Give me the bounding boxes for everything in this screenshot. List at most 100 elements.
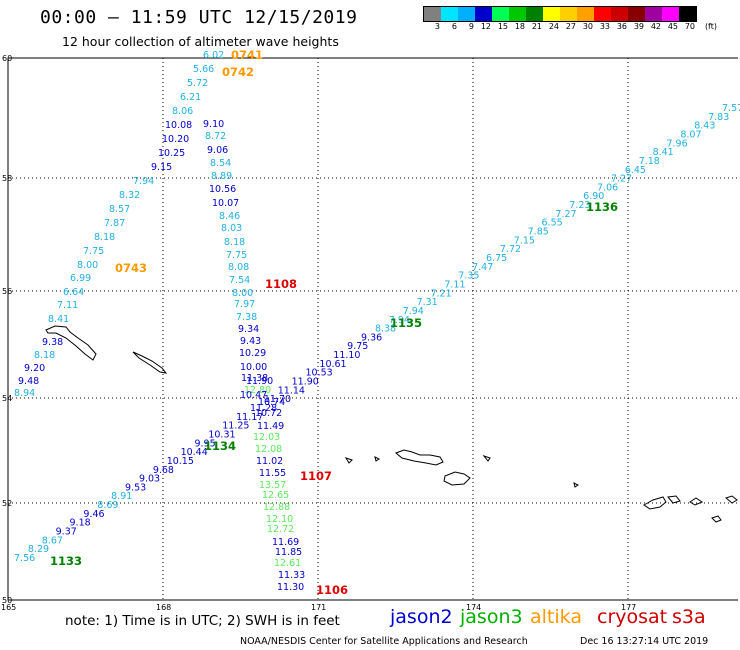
track-jason3-a: 6.02 5.66 5.72 6.21 8.06 10.08 10.20 10.25 9.15 7… (14, 50, 224, 399)
color-scale-tick: 21 (531, 22, 542, 31)
color-swatch (628, 7, 645, 21)
wave-height-value: 11.28 (250, 403, 277, 414)
pass-time-label: 0741 (231, 48, 263, 62)
wave-height-value: 12.61 (274, 558, 301, 569)
color-swatch (458, 7, 475, 21)
wave-height-value: 12.65 (262, 490, 289, 501)
wave-height-value: 11.25 (222, 421, 249, 432)
pass-time-label: 1107 (300, 469, 332, 483)
wave-height-value: 9.75 (347, 341, 368, 352)
color-scale-tick: 42 (650, 22, 661, 31)
wave-height-value: 7.85 (528, 227, 549, 238)
wave-height-value: 8.07 (680, 129, 701, 140)
color-scale-tick: 9 (468, 22, 474, 31)
wave-height-value: 11.30 (277, 582, 304, 593)
pass-time-label: 1134 (204, 439, 236, 453)
wave-height-value: 7.15 (514, 235, 535, 246)
color-swatch (679, 7, 696, 21)
color-scale-tick: 33 (599, 22, 610, 31)
wave-height-value: 9.18 (70, 518, 91, 529)
wave-height-value: 8.32 (119, 190, 140, 201)
color-scale-tick: 30 (582, 22, 593, 31)
wave-height-value: 7.94 (133, 176, 154, 187)
legend-item-altika: altika (530, 606, 582, 628)
wave-height-value: 7.27 (611, 174, 632, 185)
landmass-outline (643, 496, 667, 510)
wave-height-value: 8.00 (77, 260, 98, 271)
color-scale-tick: 12 (480, 22, 491, 31)
wave-height-value: 7.56 (14, 553, 35, 564)
pass-time-label: 1135 (390, 316, 422, 330)
wave-height-value: 11.02 (256, 456, 283, 467)
wave-height-value: 9.68 (153, 465, 174, 476)
wave-height-value: 11.90 (292, 377, 319, 388)
legend-item-s3a: s3a (672, 606, 706, 628)
color-scale-tick: 3 (434, 22, 440, 31)
wave-height-value: 7.72 (500, 244, 521, 255)
lon-tick-label: 165 (1, 603, 16, 612)
landmass-outline (395, 449, 444, 466)
color-scale-tick: 45 (667, 22, 678, 31)
wave-height-value: 8.00 (232, 288, 253, 299)
wave-height-value: 9.43 (240, 336, 261, 347)
lat-tick-label: 56 (2, 287, 12, 296)
wave-height-value: 7.57 (722, 103, 740, 114)
wave-height-value: 12.80 (244, 385, 271, 396)
landmass-outline (482, 454, 491, 462)
wave-height-value: 9.15 (151, 162, 172, 173)
wave-height-value: 9.20 (24, 363, 45, 374)
wave-height-value: 9.03 (139, 474, 160, 485)
wave-height-value: 11.69 (272, 537, 299, 548)
wave-height-value: 11.14 (278, 385, 305, 396)
lat-tick-label: 58 (2, 174, 12, 183)
wave-height-value: 11.70 (264, 394, 291, 405)
color-swatch (441, 7, 458, 21)
wave-height-value: 6.21 (180, 92, 201, 103)
wave-height-value: 7.54 (229, 275, 250, 286)
wave-height-value: 8.29 (28, 544, 49, 555)
color-scale-tick: 6 (451, 22, 457, 31)
color-swatch (611, 7, 628, 21)
wave-height-value: 9.37 (56, 527, 77, 538)
wave-height-value: 9.53 (125, 482, 146, 493)
wave-height-value: 6.45 (625, 165, 646, 176)
wave-height-value: 12.72 (267, 524, 294, 535)
wave-height-value: 10.61 (319, 359, 346, 370)
color-scale-unit: (ft) (704, 22, 717, 31)
wave-height-value: 11.49 (257, 421, 284, 432)
wave-height-value: 8.69 (97, 500, 118, 511)
landmass-outline (45, 325, 97, 361)
wave-height-value: 9.95 (194, 438, 215, 449)
wave-height-value: 8.38 (375, 324, 396, 335)
wave-height-value: 10.00 (240, 362, 267, 373)
pass-time-labels: 0741 0742 0743 1108 1107 1106 1133 1134 1135 1136 (50, 48, 618, 597)
wave-height-value: 12.08 (255, 444, 282, 455)
color-scale-bar (423, 6, 697, 22)
color-swatch (526, 7, 543, 21)
wave-height-value: 7.97 (234, 299, 255, 310)
landmass-outline (443, 471, 471, 486)
color-scale-tick: 39 (633, 22, 644, 31)
wave-height-value: 8.03 (221, 223, 242, 234)
wave-height-value: 8.18 (94, 232, 115, 243)
lon-tick-label: 168 (156, 603, 171, 612)
wave-height-value: 7.11 (57, 300, 78, 311)
wave-height-value: 9.46 (83, 509, 104, 520)
lat-tick-label: 50 (2, 596, 12, 605)
lon-tick-label: 177 (621, 603, 636, 612)
chart-subtitle: 12 hour collection of altimeter wave hei… (62, 34, 339, 49)
landmass-outline (374, 456, 380, 462)
wave-height-value: 9.34 (238, 324, 259, 335)
wave-height-value: 12.10 (266, 514, 293, 525)
track-jason2: 7.568.298.679.379.189.468.698.919.539.03… (14, 103, 740, 564)
lon-tick-label: 171 (311, 603, 326, 612)
wave-height-value: 7.38 (236, 312, 257, 323)
wave-height-value: 6.02 (203, 50, 224, 61)
color-scale-tick: 36 (616, 22, 627, 31)
wave-height-value: 8.91 (111, 491, 132, 502)
pass-time-label: 1106 (316, 583, 348, 597)
wave-height-value: 7.94 (389, 315, 410, 326)
wave-height-value: 8.72 (205, 131, 226, 142)
note-text: note: 1) Time is in UTC; 2) SWH is in fe… (65, 613, 340, 629)
